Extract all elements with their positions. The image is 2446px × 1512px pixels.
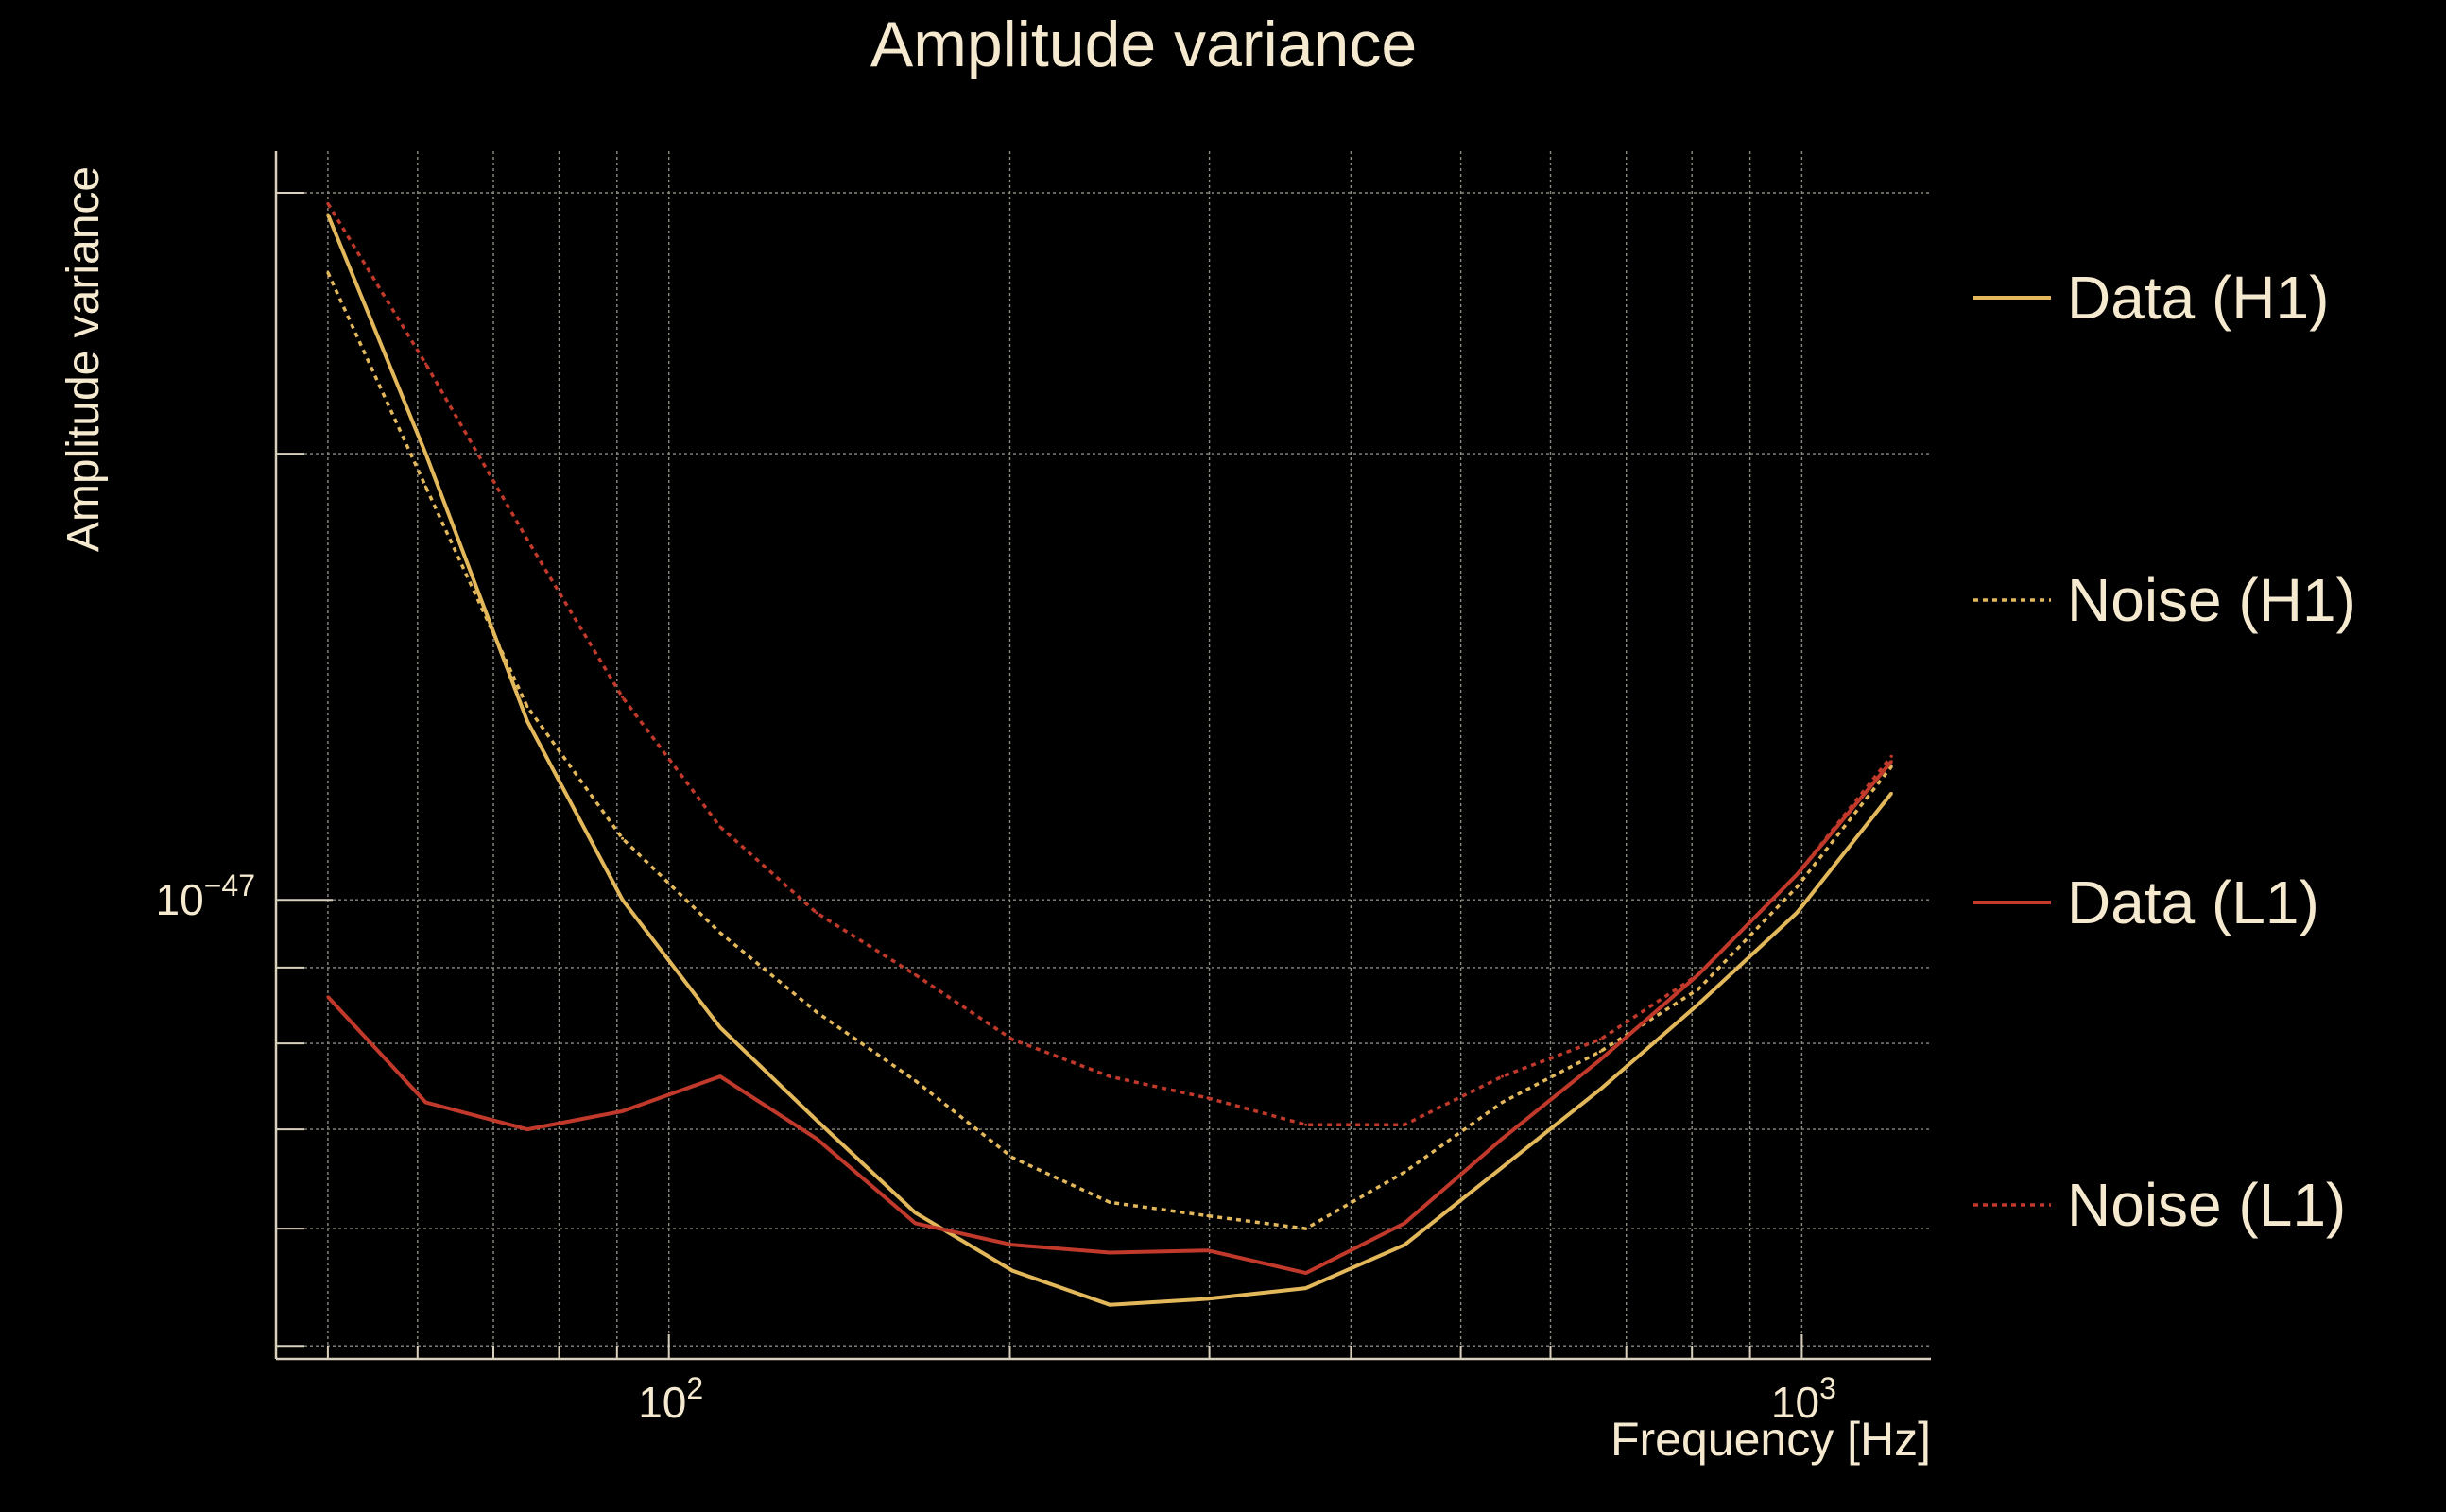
data-point bbox=[621, 836, 625, 840]
data-point bbox=[1598, 1057, 1602, 1061]
chart-title: Amplitude variance bbox=[870, 9, 1417, 80]
axes bbox=[274, 151, 1931, 1361]
data-point bbox=[1697, 973, 1700, 976]
data-point bbox=[1010, 1156, 1014, 1160]
data-point bbox=[1304, 1271, 1308, 1275]
data-point bbox=[815, 1118, 818, 1122]
data-point bbox=[326, 213, 330, 216]
data-point bbox=[1501, 1074, 1504, 1078]
y-tick-label: 10−47 bbox=[156, 868, 255, 924]
data-point bbox=[1795, 885, 1799, 889]
data-point bbox=[1010, 1243, 1014, 1246]
data-point bbox=[326, 995, 330, 999]
data-point bbox=[718, 825, 722, 829]
data-point bbox=[913, 1221, 917, 1225]
data-point bbox=[1697, 988, 1700, 991]
data-point bbox=[1108, 1251, 1111, 1254]
data-point bbox=[1010, 1038, 1014, 1041]
x-axis-label: Frequency [Hz] bbox=[1611, 1413, 1931, 1466]
data-point bbox=[1598, 1050, 1602, 1054]
data-point bbox=[1501, 1137, 1504, 1141]
data-point bbox=[423, 452, 427, 455]
legend-label: Noise (L1) bbox=[2067, 1171, 2346, 1239]
data-point bbox=[1304, 1123, 1308, 1126]
legend: Data (H1) Noise (H1) Data (L1) Noise (L1) bbox=[1973, 264, 2356, 1239]
series-layer bbox=[326, 201, 1893, 1307]
data-point bbox=[525, 719, 529, 723]
x-tick-label: 102 bbox=[638, 1371, 703, 1427]
data-point bbox=[718, 1074, 722, 1078]
tick-labels: 102 103 10−47 bbox=[156, 868, 1836, 1427]
data-point bbox=[1206, 1297, 1210, 1300]
data-point bbox=[423, 1101, 427, 1104]
data-point bbox=[525, 1127, 529, 1131]
data-point bbox=[718, 931, 722, 935]
data-point bbox=[913, 973, 917, 976]
data-point bbox=[1501, 1165, 1504, 1169]
data-point bbox=[815, 1010, 818, 1014]
data-point bbox=[1697, 1003, 1700, 1006]
x-tick-label: 103 bbox=[1771, 1371, 1836, 1427]
legend-label: Data (H1) bbox=[2067, 264, 2329, 332]
data-point bbox=[1403, 1123, 1406, 1126]
data-point bbox=[621, 898, 625, 902]
data-point bbox=[1795, 911, 1799, 915]
data-point bbox=[1403, 1221, 1406, 1225]
data-point bbox=[815, 911, 818, 915]
data-point bbox=[525, 538, 529, 541]
data-point bbox=[423, 485, 427, 489]
data-point bbox=[1206, 1214, 1210, 1218]
data-point bbox=[1501, 1101, 1504, 1104]
data-point bbox=[1206, 1248, 1210, 1252]
data-point bbox=[1889, 791, 1893, 795]
data-point bbox=[621, 1109, 625, 1113]
data-point bbox=[1403, 1170, 1406, 1174]
data-point bbox=[1108, 1200, 1111, 1204]
data-point bbox=[326, 201, 330, 205]
data-point bbox=[1598, 1038, 1602, 1041]
data-point bbox=[1206, 1096, 1210, 1100]
legend-label: Data (L1) bbox=[2067, 868, 2319, 936]
data-point bbox=[913, 1211, 917, 1214]
data-point bbox=[1010, 1269, 1014, 1273]
data-point bbox=[1889, 765, 1893, 768]
data-point bbox=[718, 1025, 722, 1029]
data-point bbox=[1795, 873, 1799, 876]
data-point bbox=[423, 362, 427, 366]
legend-label: Noise (H1) bbox=[2067, 566, 2356, 634]
data-point bbox=[1403, 1243, 1406, 1246]
data-point bbox=[1304, 1286, 1308, 1290]
data-point bbox=[1889, 754, 1893, 758]
data-point bbox=[1598, 1088, 1602, 1091]
y-axis-label: Amplitude variance bbox=[59, 166, 109, 552]
data-point bbox=[815, 1137, 818, 1141]
data-point bbox=[525, 705, 529, 709]
data-point bbox=[913, 1079, 917, 1083]
data-point bbox=[326, 270, 330, 274]
data-point bbox=[1108, 1303, 1111, 1307]
data-point bbox=[1304, 1227, 1308, 1230]
data-point bbox=[1889, 760, 1893, 764]
data-point bbox=[1108, 1074, 1111, 1078]
data-point bbox=[621, 696, 625, 699]
